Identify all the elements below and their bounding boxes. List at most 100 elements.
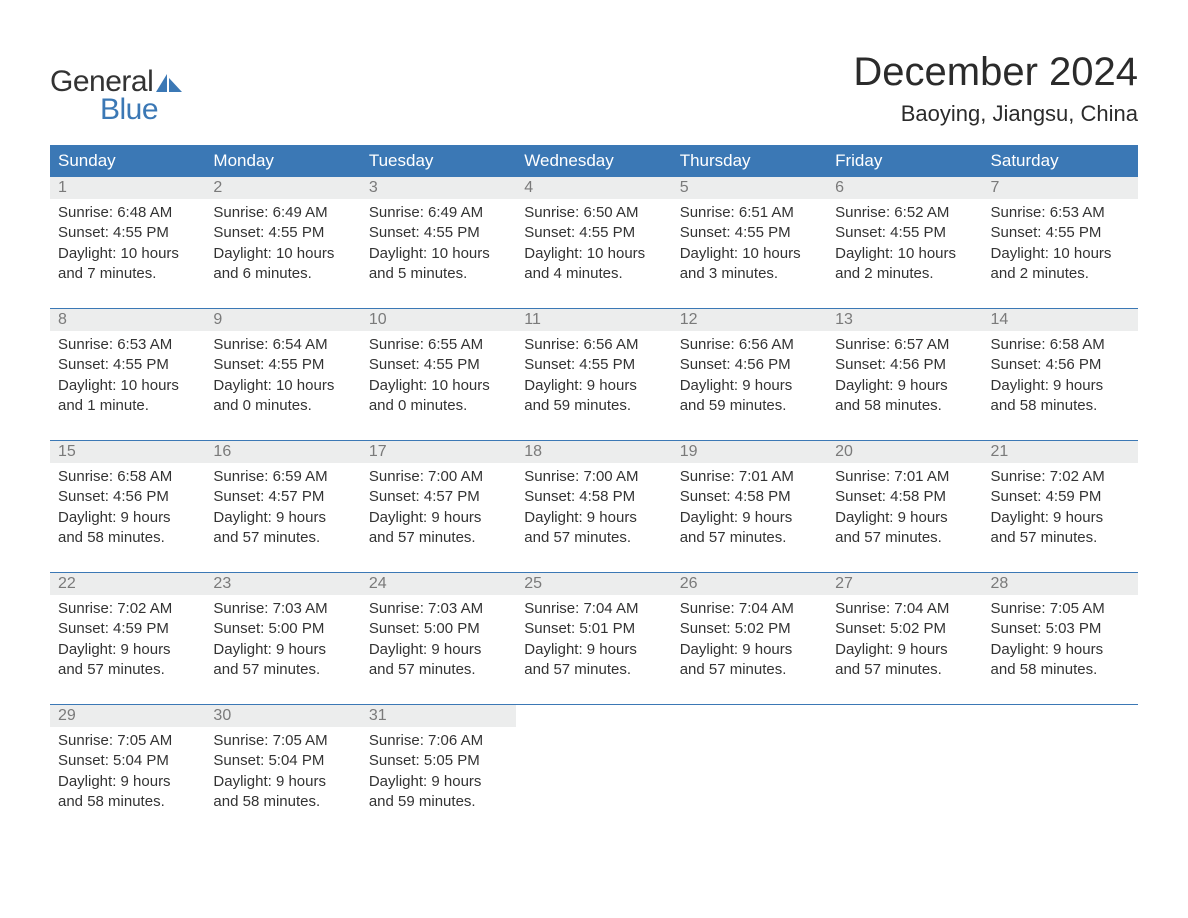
sunrise-line: Sunrise: 7:01 AM [835,467,974,487]
daylight-line-1: Daylight: 10 hours [58,376,197,396]
day-number: 26 [672,573,827,595]
daylight-line-2: and 3 minutes. [680,264,819,284]
empty-cell [827,705,982,727]
day-number: 14 [983,309,1138,331]
day-number: 11 [516,309,671,331]
day-number-cell: 24 [361,573,516,595]
daylight-line-2: and 59 minutes. [369,792,508,812]
sunrise-line: Sunrise: 7:05 AM [991,599,1130,619]
sunset-line: Sunset: 4:57 PM [369,487,508,507]
day-number-cell: 31 [361,705,516,727]
sunset-line: Sunset: 4:58 PM [680,487,819,507]
day-number-cell: 6 [827,177,982,199]
daylight-line-1: Daylight: 9 hours [524,640,663,660]
day-content: Sunrise: 7:04 AMSunset: 5:01 PMDaylight:… [516,595,671,686]
day-number: 29 [50,705,205,727]
sunrise-line: Sunrise: 7:00 AM [524,467,663,487]
week-content-row: Sunrise: 6:48 AMSunset: 4:55 PMDaylight:… [50,199,1138,290]
day-number: 25 [516,573,671,595]
day-number: 16 [205,441,360,463]
week-number-row: 293031 [50,704,1138,727]
day-content: Sunrise: 7:02 AMSunset: 4:59 PMDaylight:… [983,463,1138,554]
day-cell: Sunrise: 7:02 AMSunset: 4:59 PMDaylight:… [50,595,205,686]
day-number-cell: 8 [50,309,205,331]
daylight-line-2: and 2 minutes. [991,264,1130,284]
day-number-cell: 29 [50,705,205,727]
sunrise-line: Sunrise: 6:56 AM [524,335,663,355]
day-number-cell: 30 [205,705,360,727]
day-number: 12 [672,309,827,331]
day-number: 7 [983,177,1138,199]
daylight-line-1: Daylight: 9 hours [58,772,197,792]
daylight-line-1: Daylight: 9 hours [58,640,197,660]
empty-cell [983,705,1138,727]
daylight-line-1: Daylight: 9 hours [991,640,1130,660]
daylight-line-1: Daylight: 9 hours [680,640,819,660]
day-content: Sunrise: 6:56 AMSunset: 4:55 PMDaylight:… [516,331,671,422]
day-cell: Sunrise: 6:53 AMSunset: 4:55 PMDaylight:… [50,331,205,422]
day-number-cell: 19 [672,441,827,463]
empty-cell [516,705,671,727]
day-number-cell: 12 [672,309,827,331]
sunrise-line: Sunrise: 6:50 AM [524,203,663,223]
day-content: Sunrise: 6:53 AMSunset: 4:55 PMDaylight:… [983,199,1138,290]
day-number-cell: 15 [50,441,205,463]
daylight-line-1: Daylight: 10 hours [991,244,1130,264]
day-number: 3 [361,177,516,199]
day-cell: Sunrise: 6:59 AMSunset: 4:57 PMDaylight:… [205,463,360,554]
daylight-line-2: and 57 minutes. [524,528,663,548]
day-number-cell: 22 [50,573,205,595]
daylight-line-1: Daylight: 10 hours [213,376,352,396]
day-number: 9 [205,309,360,331]
sunrise-line: Sunrise: 7:05 AM [58,731,197,751]
day-content: Sunrise: 6:55 AMSunset: 4:55 PMDaylight:… [361,331,516,422]
sunrise-line: Sunrise: 6:54 AM [213,335,352,355]
daylight-line-1: Daylight: 10 hours [835,244,974,264]
sunset-line: Sunset: 4:56 PM [58,487,197,507]
day-content: Sunrise: 7:01 AMSunset: 4:58 PMDaylight:… [827,463,982,554]
day-cell: Sunrise: 6:58 AMSunset: 4:56 PMDaylight:… [983,331,1138,422]
sunset-line: Sunset: 4:55 PM [991,223,1130,243]
day-number-cell: 7 [983,177,1138,199]
day-number-cell: 17 [361,441,516,463]
daylight-line-2: and 57 minutes. [58,660,197,680]
weekday-monday: Monday [205,145,360,177]
day-content: Sunrise: 7:05 AMSunset: 5:04 PMDaylight:… [205,727,360,818]
day-content: Sunrise: 6:51 AMSunset: 4:55 PMDaylight:… [672,199,827,290]
daylight-line-2: and 57 minutes. [680,660,819,680]
sunrise-line: Sunrise: 6:53 AM [58,335,197,355]
day-cell: Sunrise: 7:04 AMSunset: 5:02 PMDaylight:… [672,595,827,686]
day-cell: Sunrise: 6:51 AMSunset: 4:55 PMDaylight:… [672,199,827,290]
daylight-line-1: Daylight: 9 hours [213,508,352,528]
week-number-row: 1234567 [50,177,1138,199]
day-number-cell: 10 [361,309,516,331]
day-number: 30 [205,705,360,727]
day-number-cell: 1 [50,177,205,199]
daylight-line-1: Daylight: 9 hours [835,508,974,528]
sunrise-line: Sunrise: 7:02 AM [991,467,1130,487]
sunset-line: Sunset: 4:59 PM [991,487,1130,507]
daylight-line-2: and 57 minutes. [369,528,508,548]
sunset-line: Sunset: 5:00 PM [213,619,352,639]
day-content: Sunrise: 7:00 AMSunset: 4:58 PMDaylight:… [516,463,671,554]
day-content: Sunrise: 7:04 AMSunset: 5:02 PMDaylight:… [672,595,827,686]
sunset-line: Sunset: 4:55 PM [524,355,663,375]
day-cell: Sunrise: 7:02 AMSunset: 4:59 PMDaylight:… [983,463,1138,554]
daylight-line-1: Daylight: 9 hours [369,640,508,660]
day-cell: Sunrise: 6:56 AMSunset: 4:55 PMDaylight:… [516,331,671,422]
daylight-line-1: Daylight: 9 hours [213,640,352,660]
daylight-line-2: and 57 minutes. [213,528,352,548]
sunset-line: Sunset: 5:01 PM [524,619,663,639]
daylight-line-2: and 57 minutes. [524,660,663,680]
daylight-line-1: Daylight: 9 hours [369,772,508,792]
sunrise-line: Sunrise: 6:53 AM [991,203,1130,223]
day-content: Sunrise: 6:58 AMSunset: 4:56 PMDaylight:… [50,463,205,554]
day-number: 4 [516,177,671,199]
sail-icon [156,72,182,92]
daylight-line-2: and 58 minutes. [991,396,1130,416]
day-cell: Sunrise: 7:05 AMSunset: 5:04 PMDaylight:… [50,727,205,818]
day-content: Sunrise: 7:03 AMSunset: 5:00 PMDaylight:… [205,595,360,686]
daylight-line-2: and 0 minutes. [213,396,352,416]
sunset-line: Sunset: 4:55 PM [680,223,819,243]
day-number: 8 [50,309,205,331]
